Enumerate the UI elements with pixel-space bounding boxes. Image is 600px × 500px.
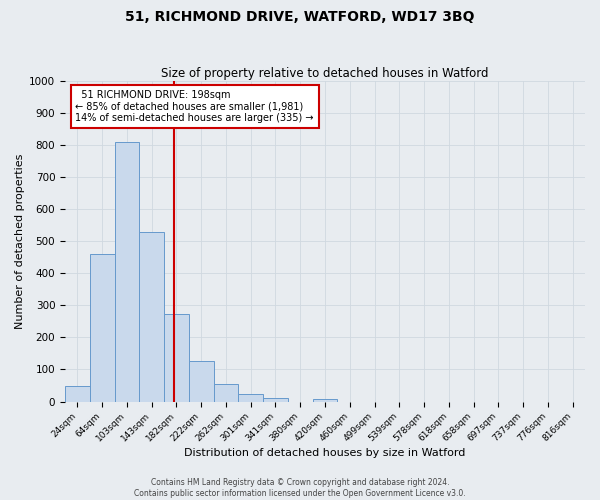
X-axis label: Distribution of detached houses by size in Watford: Distribution of detached houses by size … (184, 448, 466, 458)
Bar (65, 386, 90, 402)
Bar (263, 398, 288, 402)
Bar (115, 142, 139, 402)
Bar (164, 314, 189, 402)
Bar (214, 384, 238, 402)
Title: Size of property relative to detached houses in Watford: Size of property relative to detached ho… (161, 66, 489, 80)
Text: 51, RICHMOND DRIVE, WATFORD, WD17 3BQ: 51, RICHMOND DRIVE, WATFORD, WD17 3BQ (125, 10, 475, 24)
Y-axis label: Number of detached properties: Number of detached properties (15, 154, 25, 329)
Text: 51 RICHMOND DRIVE: 198sqm
← 85% of detached houses are smaller (1,981)
14% of se: 51 RICHMOND DRIVE: 198sqm ← 85% of detac… (76, 90, 314, 124)
Bar (313, 399, 337, 402)
Bar (139, 232, 164, 402)
Bar (90, 254, 115, 402)
Bar (238, 394, 263, 402)
Bar (189, 362, 214, 402)
Text: Contains HM Land Registry data © Crown copyright and database right 2024.
Contai: Contains HM Land Registry data © Crown c… (134, 478, 466, 498)
